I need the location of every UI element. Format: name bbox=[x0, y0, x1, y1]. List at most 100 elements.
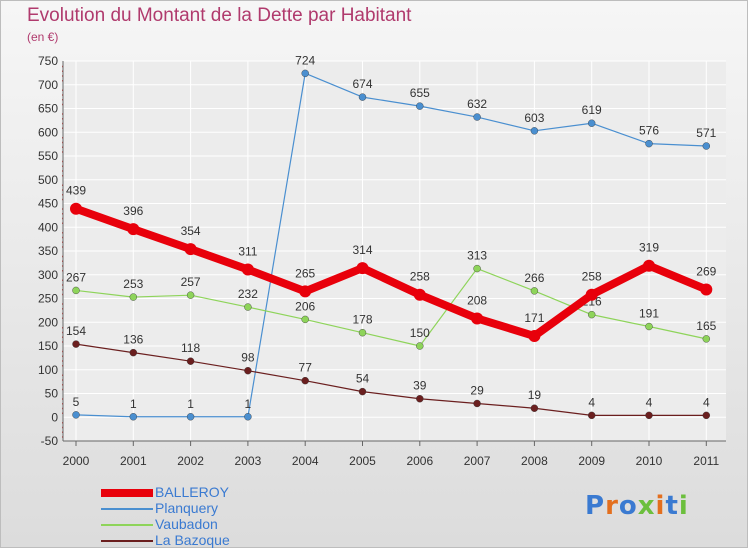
x-tick-label: 2008 bbox=[521, 454, 548, 468]
data-label: 98 bbox=[241, 351, 255, 365]
data-point bbox=[588, 411, 596, 420]
y-tick-label: 600 bbox=[38, 125, 58, 139]
data-label: 191 bbox=[639, 307, 659, 321]
data-point bbox=[471, 312, 484, 325]
data-point bbox=[702, 335, 710, 343]
data-point bbox=[127, 223, 140, 236]
logo-letter: r bbox=[605, 491, 619, 521]
data-label: 1 bbox=[187, 397, 194, 411]
y-tick-label: 400 bbox=[38, 220, 58, 234]
y-tick-label: 450 bbox=[38, 197, 58, 211]
data-point bbox=[184, 243, 197, 256]
data-label: 4 bbox=[588, 395, 595, 409]
data-label: 258 bbox=[410, 270, 430, 284]
data-label: 674 bbox=[352, 77, 372, 91]
data-label: 396 bbox=[123, 204, 143, 218]
legend-swatch bbox=[101, 524, 153, 526]
logo-letter: i bbox=[655, 491, 666, 521]
chart-title: Evolution du Montant de la Dette par Hab… bbox=[27, 5, 412, 26]
x-tick-label: 2011 bbox=[693, 454, 719, 468]
data-label: 313 bbox=[467, 249, 487, 263]
data-label: 619 bbox=[582, 103, 602, 117]
data-point bbox=[645, 322, 653, 331]
data-label: 314 bbox=[352, 243, 372, 257]
data-point bbox=[416, 395, 424, 403]
data-point bbox=[416, 342, 424, 350]
data-label: 257 bbox=[181, 275, 201, 289]
legend-item: La Bazoque bbox=[101, 532, 321, 549]
data-point bbox=[473, 113, 481, 121]
logo-letter: i bbox=[678, 491, 689, 521]
legend-item: Planquery bbox=[101, 500, 321, 517]
data-point bbox=[645, 411, 653, 420]
y-tick-label: 50 bbox=[45, 387, 59, 401]
data-label: 208 bbox=[467, 293, 487, 307]
data-label: 178 bbox=[352, 313, 372, 327]
data-point bbox=[244, 367, 252, 375]
y-tick-label: 500 bbox=[38, 173, 58, 187]
data-label: 258 bbox=[582, 270, 602, 284]
data-label: 319 bbox=[639, 241, 659, 255]
y-tick-label: 650 bbox=[38, 102, 58, 116]
series-line-planquery bbox=[75, 72, 707, 418]
data-point bbox=[358, 387, 367, 396]
data-label: 165 bbox=[696, 319, 716, 333]
y-tick-label: 350 bbox=[38, 244, 58, 258]
x-tick-label: 2002 bbox=[177, 454, 204, 468]
data-point bbox=[72, 340, 80, 348]
data-point bbox=[72, 286, 80, 295]
data-label: 311 bbox=[238, 245, 257, 259]
legend-item: Vaubadon bbox=[101, 516, 321, 533]
data-point bbox=[244, 413, 252, 421]
x-tick-label: 2001 bbox=[120, 454, 147, 468]
x-tick-label: 2003 bbox=[235, 454, 262, 468]
logo-letter: x bbox=[637, 491, 656, 521]
logo-letter: o bbox=[618, 491, 638, 521]
chart-subtitle: (en €) bbox=[27, 30, 59, 44]
data-label: 150 bbox=[410, 326, 430, 340]
y-tick-label: 250 bbox=[38, 292, 58, 306]
data-point bbox=[299, 285, 312, 298]
legend-label: La Bazoque bbox=[155, 532, 230, 548]
legend-item: BALLEROY bbox=[101, 484, 321, 501]
legend-swatch bbox=[101, 508, 153, 510]
data-label: 171 bbox=[524, 311, 544, 325]
y-tick-label: 300 bbox=[38, 268, 58, 282]
data-label: 576 bbox=[639, 124, 659, 138]
data-point bbox=[186, 413, 195, 421]
data-point bbox=[301, 69, 309, 78]
data-point bbox=[72, 411, 80, 419]
data-point bbox=[129, 348, 138, 357]
data-point bbox=[301, 376, 309, 385]
legend-label: Planquery bbox=[155, 500, 219, 516]
series-line-la-bazoque bbox=[75, 343, 707, 416]
legend-label: Vaubadon bbox=[155, 516, 218, 532]
data-label: 4 bbox=[646, 395, 653, 409]
data-point bbox=[473, 399, 481, 408]
y-tick-label: 550 bbox=[38, 149, 58, 163]
data-label: 724 bbox=[295, 53, 315, 67]
data-label: 39 bbox=[413, 379, 427, 393]
x-tick-label: 2006 bbox=[406, 454, 433, 468]
data-label: 571 bbox=[696, 126, 716, 140]
data-point bbox=[358, 329, 367, 337]
data-label: 54 bbox=[356, 372, 370, 386]
data-label: 267 bbox=[66, 270, 86, 284]
data-point bbox=[530, 404, 539, 412]
x-tick-label: 2005 bbox=[349, 454, 376, 468]
y-tick-label: 700 bbox=[38, 78, 58, 92]
data-point bbox=[528, 330, 541, 343]
x-tick-label: 2004 bbox=[292, 454, 319, 468]
y-tick-label: 100 bbox=[38, 363, 58, 377]
data-point bbox=[473, 264, 481, 273]
data-point bbox=[530, 287, 539, 295]
data-label: 19 bbox=[528, 388, 542, 402]
data-point bbox=[700, 283, 713, 296]
legend-label: BALLEROY bbox=[155, 484, 229, 500]
data-label: 154 bbox=[66, 324, 86, 338]
data-point bbox=[643, 259, 655, 272]
x-tick-label: 2007 bbox=[464, 454, 491, 468]
data-point bbox=[301, 315, 309, 324]
